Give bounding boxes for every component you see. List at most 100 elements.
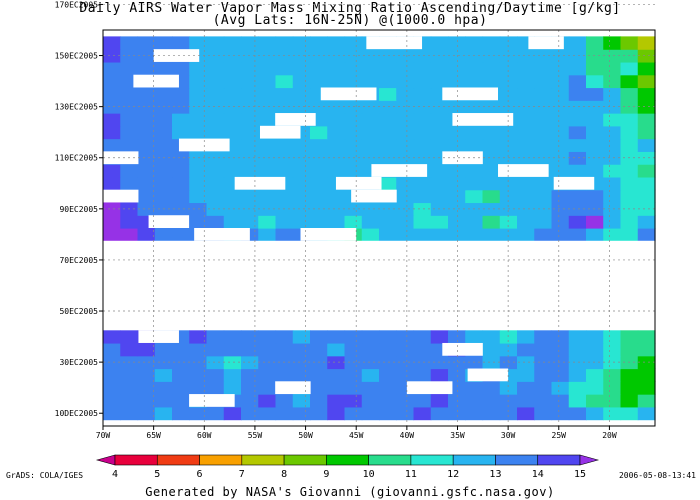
colorbar-label: 4	[112, 469, 118, 480]
y-tick-label: 30EC2005	[59, 358, 98, 367]
heatmap-cell	[568, 330, 587, 344]
heatmap-cell	[448, 330, 466, 344]
heatmap-cell	[206, 61, 225, 76]
heatmap-cell	[206, 189, 225, 204]
heatmap-cell	[568, 355, 587, 370]
heatmap-cell	[223, 125, 242, 140]
heatmap-cell	[603, 368, 622, 382]
heatmap-cell	[206, 368, 225, 382]
heatmap-cell	[413, 215, 432, 229]
heatmap-cell	[396, 151, 415, 165]
heatmap-cell	[137, 355, 156, 370]
heatmap-cell	[120, 228, 139, 242]
heatmap-cell	[465, 228, 484, 242]
colorbar-label: 9	[323, 469, 329, 480]
heatmap-cell	[327, 151, 346, 165]
heatmap-cell	[568, 381, 587, 395]
heatmap-cell	[551, 368, 570, 382]
heatmap-cell	[137, 151, 156, 165]
heatmap-cell	[137, 125, 156, 140]
missing-data-cell	[442, 342, 483, 356]
heatmap-cell	[292, 176, 311, 191]
heatmap-cell	[189, 381, 208, 395]
heatmap-cell	[310, 36, 328, 50]
missing-data-cell	[351, 189, 397, 203]
heatmap-cell	[292, 138, 311, 152]
missing-data-cell	[259, 125, 301, 139]
heatmap-cell	[206, 381, 225, 395]
heatmap-cell	[206, 36, 225, 50]
heatmap-cell	[379, 49, 397, 63]
colorbar-segment	[410, 454, 454, 466]
heatmap-cell	[396, 330, 415, 344]
heatmap-cell	[413, 342, 432, 357]
heatmap-cell	[482, 394, 501, 408]
heatmap-cell	[120, 176, 139, 191]
heatmap-cell	[499, 394, 518, 408]
heatmap-cell	[413, 330, 432, 344]
heatmap-cell	[568, 138, 587, 152]
heatmap-cell	[517, 125, 535, 140]
heatmap-cell	[586, 36, 604, 50]
heatmap-cell	[154, 189, 173, 204]
heatmap-cell	[103, 406, 121, 421]
heatmap-cell	[568, 74, 587, 89]
heatmap-cell	[154, 164, 173, 178]
heatmap-cell	[172, 394, 190, 408]
heatmap-cell	[499, 342, 518, 357]
heatmap-cell	[154, 381, 173, 395]
heatmap-cell	[430, 189, 449, 204]
heatmap-cell	[620, 215, 639, 229]
heatmap-cell	[292, 406, 311, 421]
heatmap-cell	[517, 113, 535, 127]
heatmap-cell	[223, 113, 242, 127]
heatmap-cell	[568, 215, 587, 229]
heatmap-cell	[568, 189, 587, 204]
heatmap-cell	[310, 61, 328, 76]
x-tick-label: 70W	[96, 431, 111, 440]
heatmap-cell	[275, 406, 294, 421]
heatmap-cell	[551, 228, 570, 242]
heatmap-cell	[137, 138, 156, 152]
heatmap-cell	[258, 228, 277, 242]
heatmap-cell	[448, 125, 466, 140]
heatmap-cell	[189, 215, 208, 229]
heatmap-cell	[206, 176, 225, 191]
heatmap-cell	[534, 113, 553, 127]
heatmap-cell	[482, 330, 501, 344]
heatmap-cell	[603, 381, 622, 395]
heatmap-cell	[465, 176, 484, 191]
heatmap-cell	[344, 381, 363, 395]
heatmap-cell	[310, 176, 328, 191]
heatmap-cell	[482, 49, 501, 63]
heatmap-cell	[603, 61, 622, 76]
heatmap-cell	[120, 113, 139, 127]
heatmap-cell	[620, 342, 639, 357]
heatmap-cell	[448, 406, 466, 421]
heatmap-cell	[292, 151, 311, 165]
missing-data-cell	[133, 74, 179, 88]
heatmap-cell	[258, 87, 277, 101]
heatmap-cell	[361, 342, 380, 357]
heatmap-cell	[637, 176, 656, 191]
heatmap-cell	[223, 381, 242, 395]
heatmap-cell	[413, 138, 432, 152]
heatmap-cell	[258, 202, 277, 216]
heatmap-cell	[448, 394, 466, 408]
heatmap-cell	[551, 113, 570, 127]
colorbar-segment	[199, 454, 243, 466]
heatmap-cell	[327, 406, 346, 421]
heatmap-cell	[379, 87, 397, 101]
heatmap-cell	[568, 342, 587, 357]
heatmap-cell	[258, 49, 277, 63]
heatmap-cell	[637, 74, 656, 89]
heatmap-cell	[258, 138, 277, 152]
heatmap-cell	[327, 355, 346, 370]
heatmap-cell	[396, 74, 415, 89]
colorbar-segment	[368, 454, 412, 466]
heatmap-cell	[137, 381, 156, 395]
heatmap-cell	[517, 228, 535, 242]
y-tick-label: 10DEC2005	[55, 409, 99, 418]
heatmap-cell	[137, 49, 156, 63]
heatmap-cell	[223, 49, 242, 63]
